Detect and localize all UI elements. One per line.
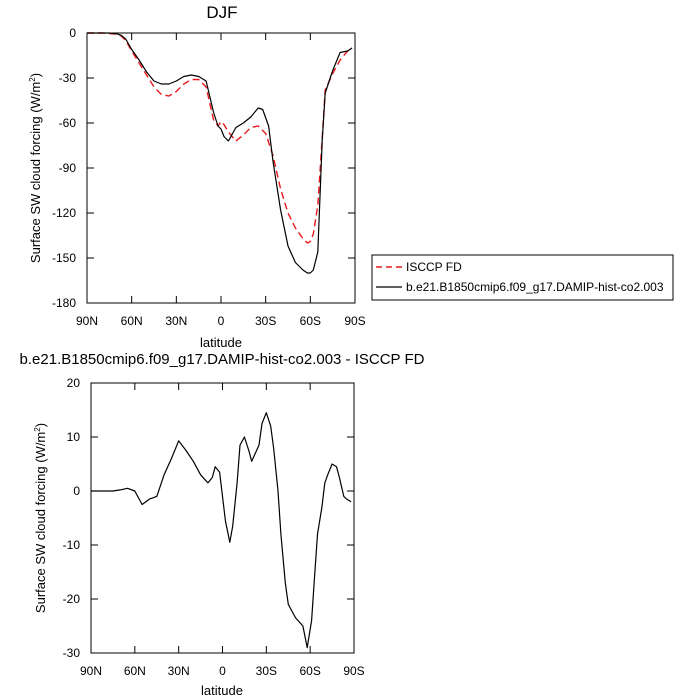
legend-label-isccp: ISCCP FD xyxy=(406,260,462,274)
x-tick-label: 30S xyxy=(255,314,276,328)
x-tick-label: 30N xyxy=(165,314,187,328)
plot-frame xyxy=(90,382,355,654)
x-tick-label: 60N xyxy=(124,664,146,678)
y-tick-label: -60 xyxy=(59,116,77,130)
chart-bottom: b.e21.B1850cmip6.f09_g17.DAMIP-hist-co2.… xyxy=(20,351,425,698)
legend: ISCCP FD b.e21.B1850cmip6.f09_g17.DAMIP-… xyxy=(371,254,674,301)
legend-frame xyxy=(371,254,674,301)
x-tick-label: 90S xyxy=(344,314,365,328)
x-tick-label: 90N xyxy=(80,664,102,678)
x-tick-label: 60S xyxy=(299,664,320,678)
y-tick-label: -30 xyxy=(59,71,77,85)
y-axis-label-sup: 2 xyxy=(28,77,37,82)
series-line-model xyxy=(87,32,353,274)
x-tick-label: 30S xyxy=(256,664,277,678)
x-tick-label: 30N xyxy=(168,664,190,678)
x-tick-label: 60S xyxy=(300,314,321,328)
y-axis: 0 -30 -60 -90 -120 -150 -180 xyxy=(52,26,355,310)
series-line-isccp xyxy=(87,32,353,244)
chart-top: DJF 0 -30 -60 -90 -120 -150 -180 90N 60N 30N 0 30S… xyxy=(28,3,366,350)
y-tick-label: 0 xyxy=(69,26,76,40)
x-tick-label: 90S xyxy=(343,664,364,678)
y-tick-label: -180 xyxy=(52,296,76,310)
x-tick-label: 90N xyxy=(76,314,98,328)
x-axis-label: latitude xyxy=(200,335,242,350)
y-tick-label: -20 xyxy=(63,592,81,606)
series-group xyxy=(87,32,353,274)
y-tick-label: 10 xyxy=(67,430,81,444)
y-tick-label: 0 xyxy=(73,484,80,498)
series-group xyxy=(91,412,352,649)
y-axis-label: Surface SW cloud forcing (W/m2) xyxy=(28,73,43,263)
chart-title: DJF xyxy=(206,3,237,22)
y-tick-label: -90 xyxy=(59,161,77,175)
y-tick-label: -10 xyxy=(63,538,81,552)
y-axis: 20 10 0 -10 -20 -30 xyxy=(63,376,354,660)
x-axis-label: latitude xyxy=(201,683,243,698)
y-tick-label: -150 xyxy=(52,251,76,265)
y-axis-label-sup: 2 xyxy=(33,427,42,432)
y-axis-label: Surface SW cloud forcing (W/m2) xyxy=(33,423,48,613)
chart-title: b.e21.B1850cmip6.f09_g17.DAMIP-hist-co2.… xyxy=(20,351,425,368)
y-tick-label: -30 xyxy=(63,646,81,660)
legend-label-model: b.e21.B1850cmip6.f09_g17.DAMIP-hist-co2.… xyxy=(406,280,664,294)
x-axis: 90N 60N 30N 0 30S 60S 90S xyxy=(80,383,365,678)
x-tick-label: 0 xyxy=(218,314,225,328)
y-tick-label: -120 xyxy=(52,206,76,220)
y-tick-label: 20 xyxy=(67,376,81,390)
x-tick-label: 60N xyxy=(121,314,143,328)
series-line-model xyxy=(91,412,352,649)
x-axis: 90N 60N 30N 0 30S 60S 90S xyxy=(76,33,366,328)
x-tick-label: 0 xyxy=(219,664,226,678)
